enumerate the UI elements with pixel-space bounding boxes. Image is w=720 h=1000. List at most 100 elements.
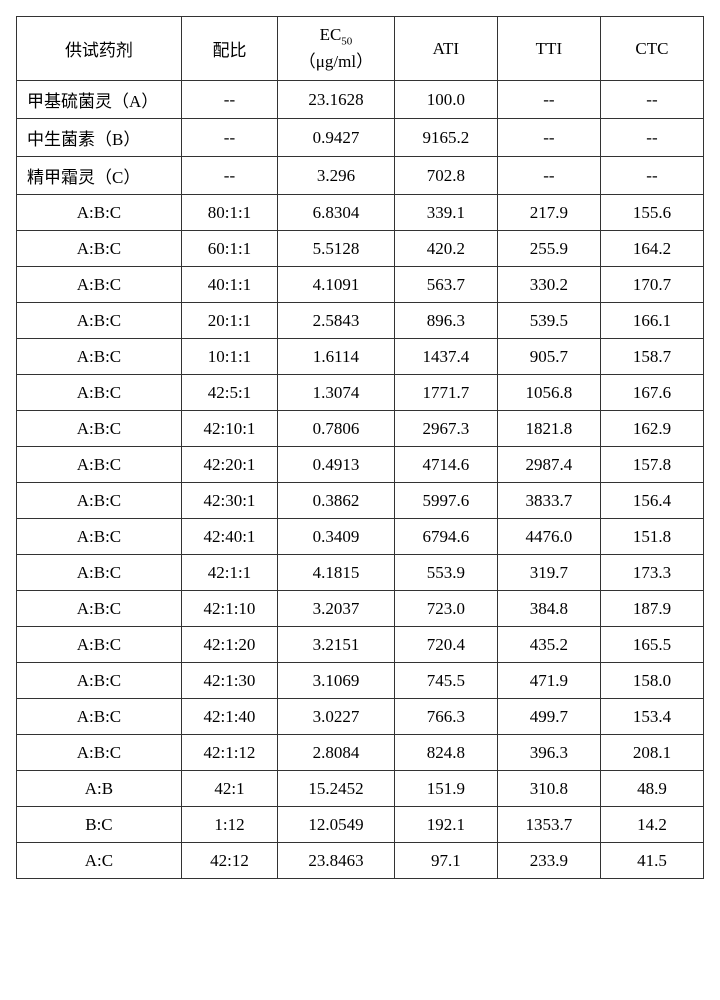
table-body: 甲基硫菌灵（A）--23.1628100.0----中生菌素（B）--0.942… [17,81,704,879]
table-cell: -- [600,119,703,157]
table-cell: 217.9 [497,195,600,231]
table-cell: 1056.8 [497,375,600,411]
table-cell: 162.9 [600,411,703,447]
table-row: 中生菌素（B）--0.94279165.2---- [17,119,704,157]
table-row: A:B:C40:1:14.1091563.7330.2170.7 [17,267,704,303]
table-cell: -- [497,81,600,119]
table-cell: 42:1 [181,771,277,807]
table-cell: 158.0 [600,663,703,699]
table-cell: 420.2 [394,231,497,267]
table-cell: 384.8 [497,591,600,627]
table-cell: 100.0 [394,81,497,119]
table-cell: 208.1 [600,735,703,771]
col-header-ratio: 配比 [181,17,277,81]
col-header-ati: ATI [394,17,497,81]
table-cell: A:B:C [17,375,182,411]
table-cell: 42:5:1 [181,375,277,411]
table-row: A:B:C42:1:103.2037723.0384.8187.9 [17,591,704,627]
table-cell: A:B:C [17,627,182,663]
table-cell: A:B:C [17,447,182,483]
table-cell: 42:1:10 [181,591,277,627]
table-cell: 12.0549 [278,807,395,843]
table-cell: 2.8084 [278,735,395,771]
table-row: A:B:C42:5:11.30741771.71056.8167.6 [17,375,704,411]
table-cell: 702.8 [394,157,497,195]
table-cell: 4714.6 [394,447,497,483]
table-cell: 14.2 [600,807,703,843]
table-cell: 151.8 [600,519,703,555]
table-cell: 3.296 [278,157,395,195]
table-cell: 1353.7 [497,807,600,843]
table-row: A:B:C42:20:10.49134714.62987.4157.8 [17,447,704,483]
table-cell: 1437.4 [394,339,497,375]
table-row: A:B:C42:1:303.1069745.5471.9158.0 [17,663,704,699]
table-cell: A:B:C [17,483,182,519]
table-cell: A:B:C [17,411,182,447]
table-cell: A:B:C [17,195,182,231]
table-cell: A:B:C [17,591,182,627]
table-row: 甲基硫菌灵（A）--23.1628100.0---- [17,81,704,119]
table-cell: 1771.7 [394,375,497,411]
table-row: A:B42:115.2452151.9310.848.9 [17,771,704,807]
table-cell: 6.8304 [278,195,395,231]
table-cell: 1.6114 [278,339,395,375]
table-cell: 153.4 [600,699,703,735]
table-cell: A:B:C [17,267,182,303]
table-cell: 155.6 [600,195,703,231]
table-cell: A:B [17,771,182,807]
table-cell: 5.5128 [278,231,395,267]
table-cell: A:B:C [17,231,182,267]
table-row: A:C42:1223.846397.1233.941.5 [17,843,704,879]
table-cell: 192.1 [394,807,497,843]
table-row: B:C1:1212.0549192.11353.714.2 [17,807,704,843]
table-cell: 42:1:30 [181,663,277,699]
table-cell: -- [600,157,703,195]
table-cell: 723.0 [394,591,497,627]
col-header-agent: 供试药剂 [17,17,182,81]
table-cell: 0.4913 [278,447,395,483]
table-cell: B:C [17,807,182,843]
table-cell: 1821.8 [497,411,600,447]
table-cell: 15.2452 [278,771,395,807]
table-cell: 319.7 [497,555,600,591]
header-row: 供试药剂 配比 EC50（μg/ml） ATI TTI CTC [17,17,704,81]
table-cell: 60:1:1 [181,231,277,267]
table-cell: 42:40:1 [181,519,277,555]
table-cell: 3.1069 [278,663,395,699]
table-cell: 2.5843 [278,303,395,339]
table-cell: A:B:C [17,735,182,771]
table-row: A:B:C42:10:10.78062967.31821.8162.9 [17,411,704,447]
table-cell: 330.2 [497,267,600,303]
table-cell: 151.9 [394,771,497,807]
table-cell: 0.3862 [278,483,395,519]
table-cell: 甲基硫菌灵（A） [17,81,182,119]
table-cell: 1.3074 [278,375,395,411]
table-cell: -- [181,119,277,157]
table-row: A:B:C60:1:15.5128420.2255.9164.2 [17,231,704,267]
table-cell: 42:10:1 [181,411,277,447]
table-row: A:B:C80:1:16.8304339.1217.9155.6 [17,195,704,231]
table-cell: 2967.3 [394,411,497,447]
table-cell: -- [600,81,703,119]
table-cell: 9165.2 [394,119,497,157]
table-row: A:B:C10:1:11.61141437.4905.7158.7 [17,339,704,375]
table-cell: 170.7 [600,267,703,303]
table-cell: 187.9 [600,591,703,627]
table-cell: 255.9 [497,231,600,267]
table-cell: 156.4 [600,483,703,519]
table-row: A:B:C20:1:12.5843896.3539.5166.1 [17,303,704,339]
table-header: 供试药剂 配比 EC50（μg/ml） ATI TTI CTC [17,17,704,81]
table-cell: 6794.6 [394,519,497,555]
table-cell: 42:30:1 [181,483,277,519]
table-cell: 553.9 [394,555,497,591]
table-cell: 10:1:1 [181,339,277,375]
table-cell: 0.7806 [278,411,395,447]
table-cell: 339.1 [394,195,497,231]
table-cell: 539.5 [497,303,600,339]
table-cell: 563.7 [394,267,497,303]
table-cell: 435.2 [497,627,600,663]
table-cell: 896.3 [394,303,497,339]
table-cell: 0.9427 [278,119,395,157]
table-cell: 20:1:1 [181,303,277,339]
table-cell: 中生菌素（B） [17,119,182,157]
